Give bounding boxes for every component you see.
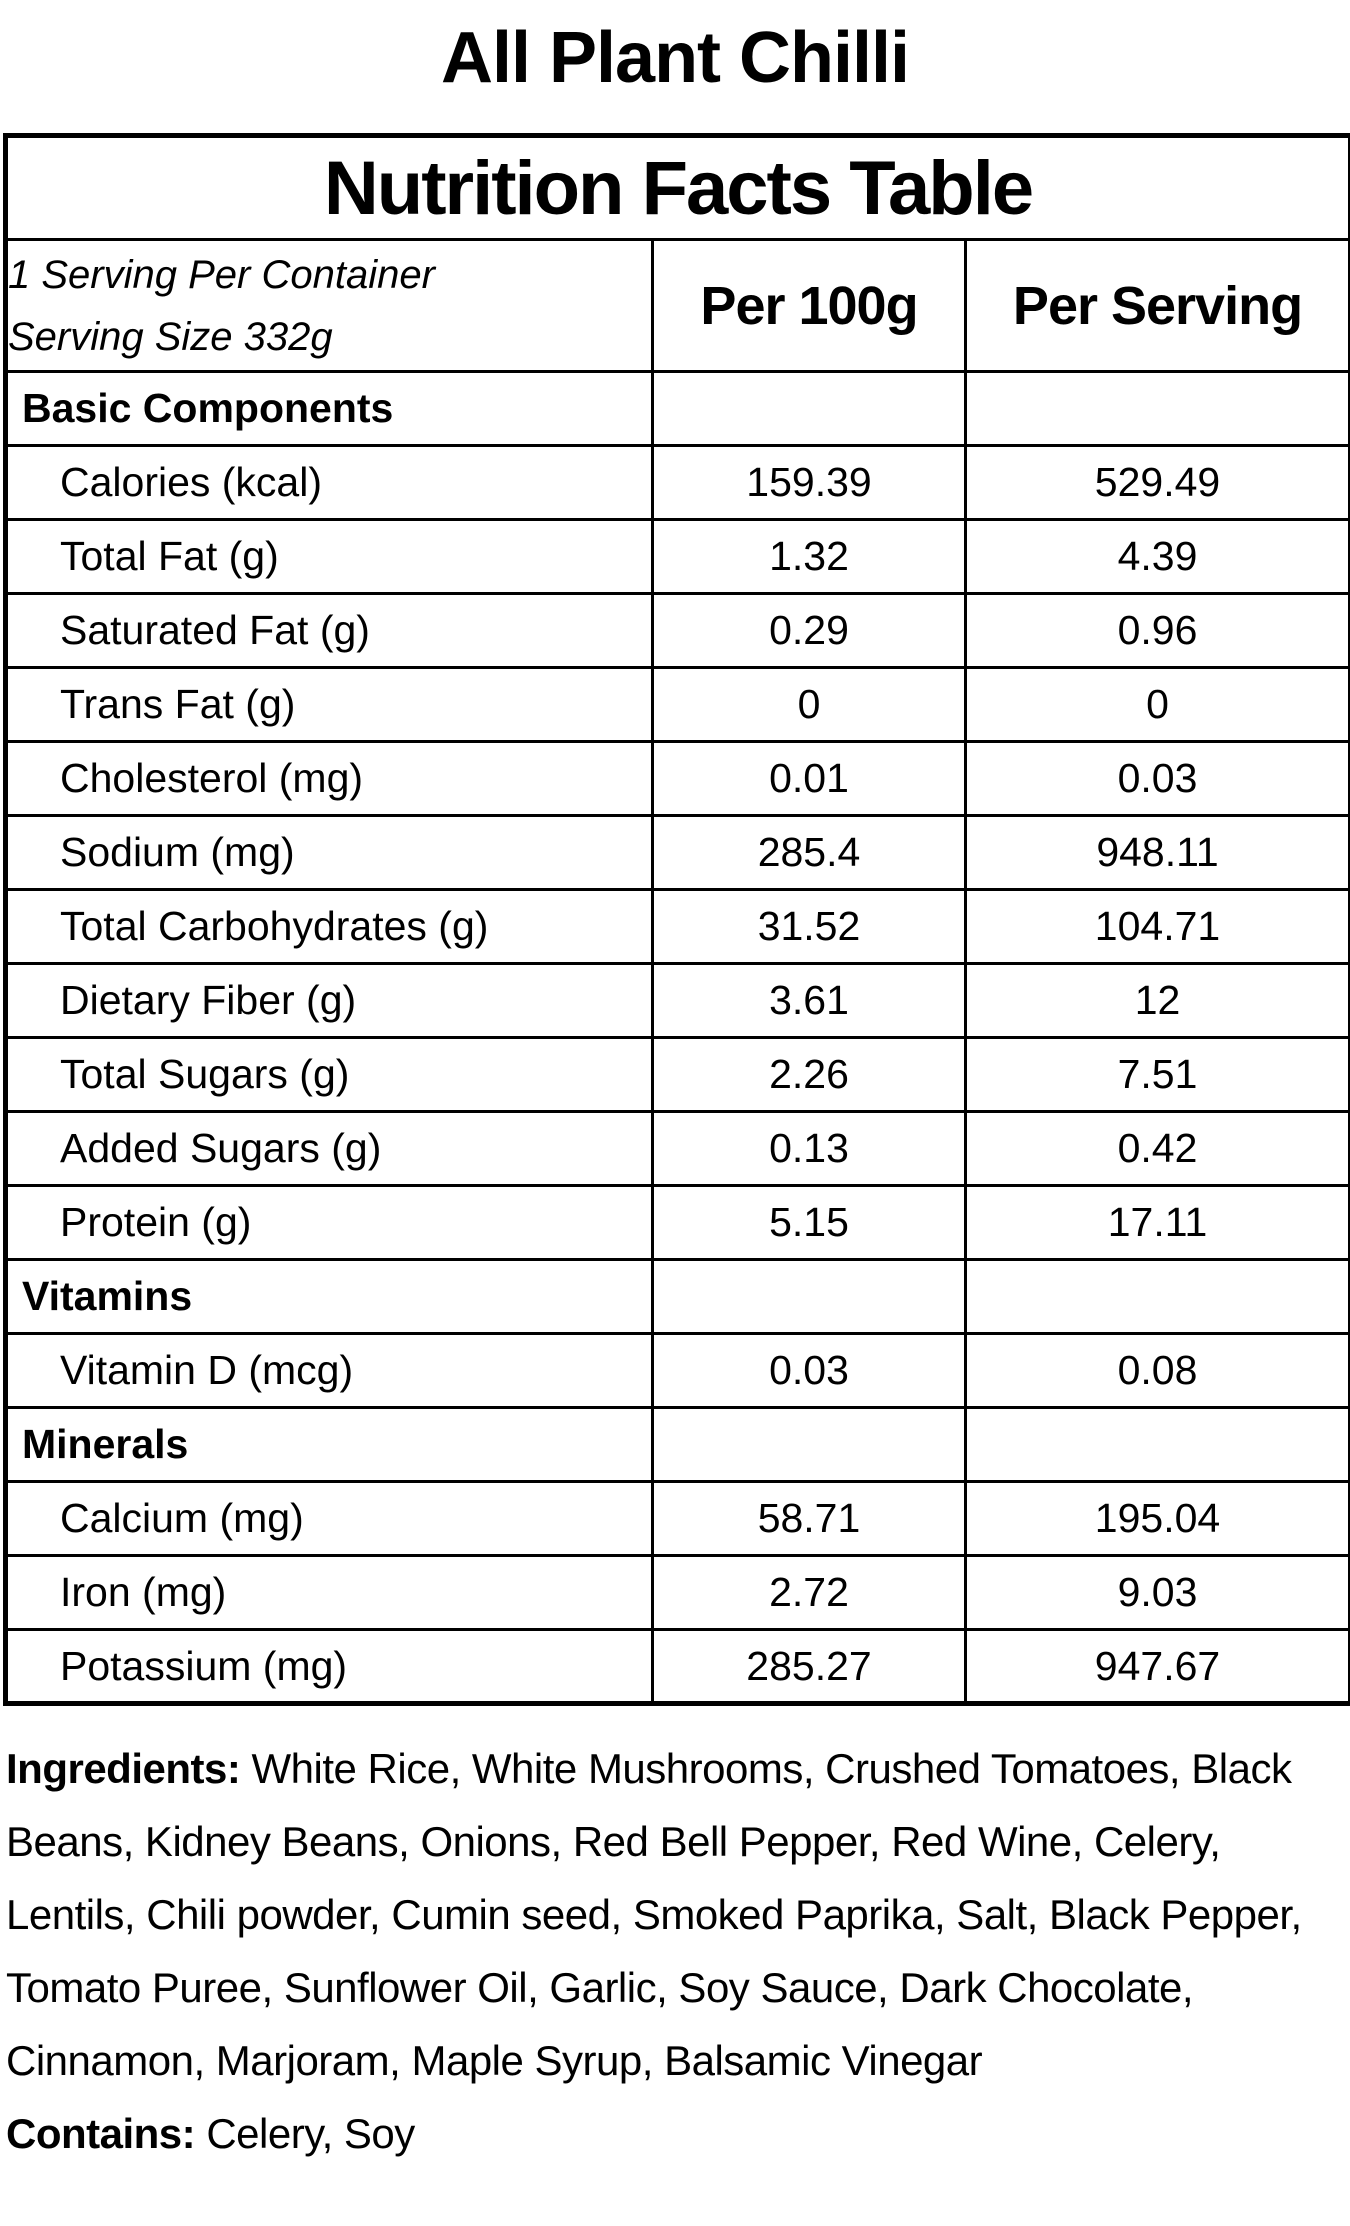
nutrient-label: Trans Fat (g) [4,666,654,743]
per-100g-value: 159.39 [651,444,967,521]
table-body: Basic Components Calories (kcal) 159.39 529… [4,370,1350,1705]
nutrient-label: Sodium (mg) [4,814,654,891]
nutrient-label: Total Fat (g) [4,518,654,595]
nutrient-row: Sodium (mg) 285.4 948.11 [4,814,1350,891]
per-serving-value: 104.71 [964,888,1350,965]
per-100g-value: 0.13 [651,1110,967,1187]
page-title: All Plant Chilli [440,18,910,98]
per-serving-value: 948.11 [964,814,1350,891]
nutrient-label: Iron (mg) [4,1554,654,1631]
nutrient-row: Vitamin D (mcg) 0.03 0.08 [4,1332,1350,1409]
ingredients-list: White Rice, White Mushrooms, Crushed Tom… [6,1745,1302,2084]
section-label: Minerals [4,1406,654,1483]
per-serving-value [964,1258,1350,1335]
nutrient-row: Added Sugars (g) 0.13 0.42 [4,1110,1350,1187]
nutrient-row: Saturated Fat (g) 0.29 0.96 [4,592,1350,669]
per-serving-value: 195.04 [964,1480,1350,1557]
per-serving-value: 12 [964,962,1350,1039]
nutrient-label: Total Carbohydrates (g) [4,888,654,965]
nutrient-row: Total Sugars (g) 2.26 7.51 [4,1036,1350,1113]
nutrient-label: Cholesterol (mg) [4,740,654,817]
per-100g-value: 0.29 [651,592,967,669]
nutrient-label: Calories (kcal) [4,444,654,521]
nutrient-label: Protein (g) [4,1184,654,1261]
nutrient-row: Total Fat (g) 1.32 4.39 [4,518,1350,595]
nutrient-row: Cholesterol (mg) 0.01 0.03 [4,740,1350,817]
nutrient-label: Dietary Fiber (g) [4,962,654,1039]
nutrient-row: Dietary Fiber (g) 3.61 12 [4,962,1350,1039]
per-100g-value [651,370,967,447]
per-100g-value: 31.52 [651,888,967,965]
contains-list: Celery, Soy [195,2110,415,2157]
per-100g-value [651,1258,967,1335]
nutrient-row: Trans Fat (g) 0 0 [4,666,1350,743]
per-100g-value [651,1406,967,1483]
nutrient-row: Iron (mg) 2.72 9.03 [4,1554,1350,1631]
nutrient-label: Added Sugars (g) [4,1110,654,1187]
per-100g-value: 2.26 [651,1036,967,1113]
column-header-row: 1 Serving Per Container Serving Size 332… [4,238,1350,373]
nutrient-label: Saturated Fat (g) [4,592,654,669]
table-title: Nutrition Facts Table [4,134,1350,241]
contains-label: Contains: [6,2110,196,2157]
nutrient-label: Potassium (mg) [4,1628,654,1705]
per-serving-value: 7.51 [964,1036,1350,1113]
per-100g-value: 58.71 [651,1480,967,1557]
per-serving-value: 4.39 [964,518,1350,595]
table-title-row: Nutrition Facts Table [4,134,1350,241]
per-serving-value: 17.11 [964,1184,1350,1261]
ingredients-label: Ingredients: [6,1745,241,1792]
nutrient-row: Calories (kcal) 159.39 529.49 [4,444,1350,521]
column-header-per-serving: Per Serving [964,238,1350,373]
per-100g-value: 285.27 [651,1628,967,1705]
per-serving-value: 0 [964,666,1350,743]
per-serving-value: 0.42 [964,1110,1350,1187]
per-serving-value: 0.03 [964,740,1350,817]
per-100g-value: 285.4 [651,814,967,891]
per-100g-value: 3.61 [651,962,967,1039]
serving-size: Serving Size 332g [8,314,333,359]
section-label: Basic Components [4,370,654,447]
nutrient-label: Calcium (mg) [4,1480,654,1557]
servings-per-container: 1 Serving Per Container [8,252,435,297]
contains-section: Contains: Celery, Soy [0,2097,1350,2170]
per-serving-value: 0.08 [964,1332,1350,1409]
section-label: Vitamins [4,1258,654,1335]
per-serving-value: 9.03 [964,1554,1350,1631]
per-100g-value: 0.01 [651,740,967,817]
nutrient-label: Vitamin D (mcg) [4,1332,654,1409]
per-100g-value: 5.15 [651,1184,967,1261]
serving-info: 1 Serving Per Container Serving Size 332… [4,238,654,373]
section-row: Minerals [4,1406,1350,1483]
per-100g-value: 2.72 [651,1554,967,1631]
per-serving-value: 947.67 [964,1628,1350,1705]
column-header-per-100g: Per 100g [651,238,967,373]
section-row: Vitamins [4,1258,1350,1335]
nutrient-row: Protein (g) 5.15 17.11 [4,1184,1350,1261]
per-serving-value [964,1406,1350,1483]
section-row: Basic Components [4,370,1350,447]
ingredients-section: Ingredients: White Rice, White Mushrooms… [0,1732,1350,2097]
per-100g-value: 0.03 [651,1332,967,1409]
nutrient-label: Total Sugars (g) [4,1036,654,1113]
nutrient-row: Calcium (mg) 58.71 195.04 [4,1480,1350,1557]
per-serving-value [964,370,1350,447]
per-100g-value: 0 [651,666,967,743]
per-serving-value: 529.49 [964,444,1350,521]
per-serving-value: 0.96 [964,592,1350,669]
per-100g-value: 1.32 [651,518,967,595]
nutrient-row: Potassium (mg) 285.27 947.67 [4,1628,1350,1705]
nutrition-facts-table: Nutrition Facts Table 1 Serving Per Cont… [3,133,1350,1706]
nutrient-row: Total Carbohydrates (g) 31.52 104.71 [4,888,1350,965]
